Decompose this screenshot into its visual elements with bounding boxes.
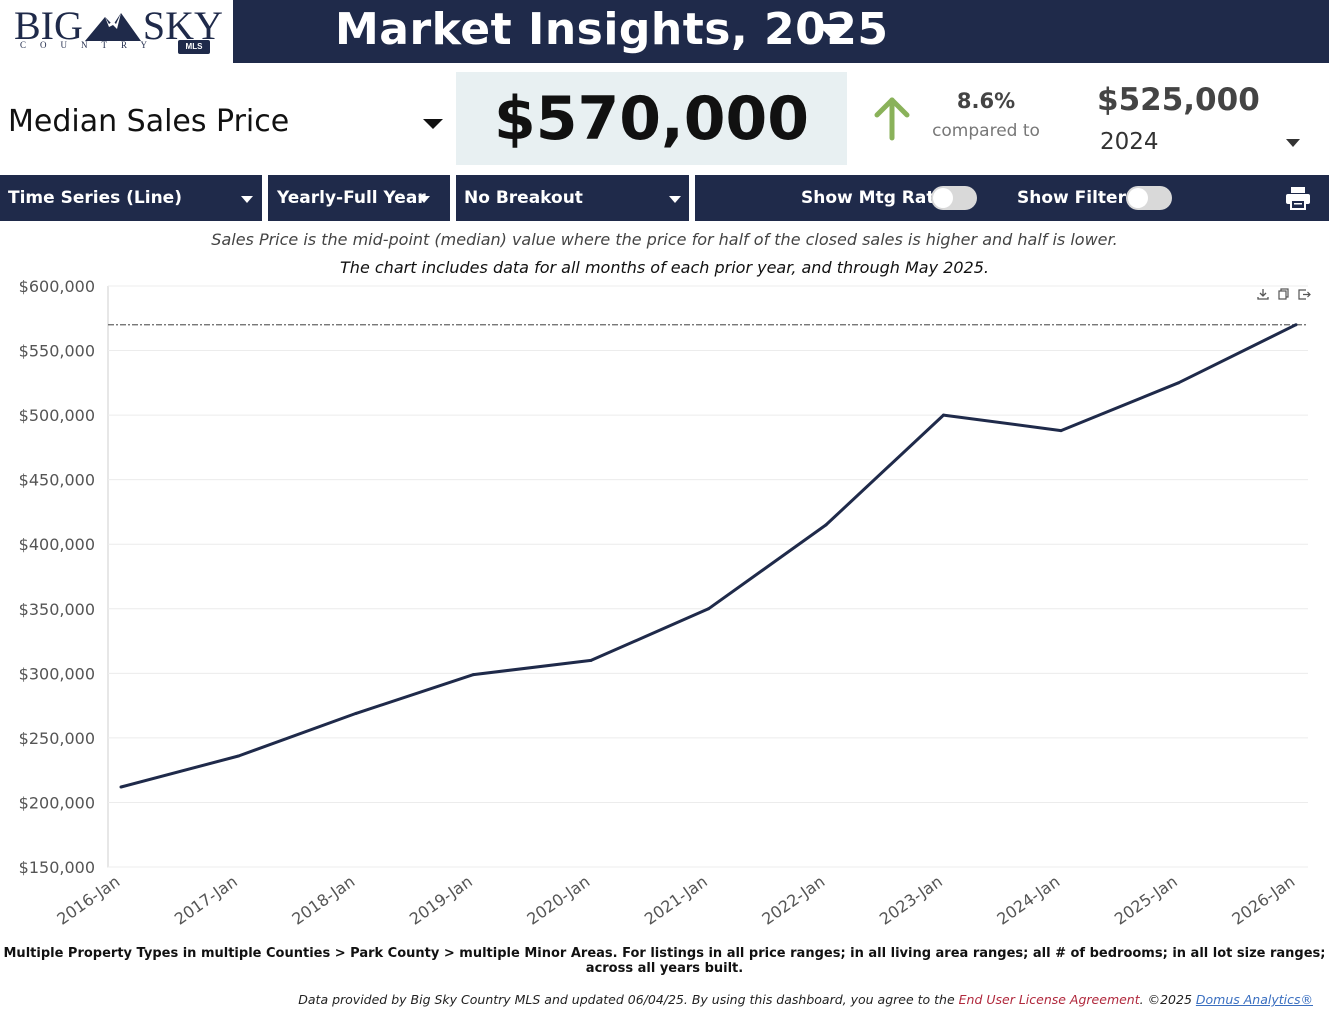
y-tick-label: $550,000	[19, 342, 95, 361]
data-point[interactable]	[1177, 381, 1180, 385]
footer: Data provided by Big Sky Country MLS and…	[298, 992, 1313, 1007]
printer-icon[interactable]	[1285, 186, 1311, 210]
chart-type-dropdown[interactable]: Time Series (Line)	[8, 188, 182, 208]
plot-axes	[107, 286, 1308, 868]
y-tick-label: $400,000	[19, 535, 95, 554]
compared-to-label: compared to	[932, 121, 1040, 141]
title-dropdown-caret-icon[interactable]	[817, 24, 847, 39]
chart-note-definition: Sales Price is the mid-point (median) va…	[211, 230, 1118, 249]
metric-value: $570,000	[493, 84, 810, 154]
logo-badge: MLS	[178, 40, 210, 54]
data-point[interactable]	[237, 754, 240, 758]
x-tick-label: 2025-Jan	[1111, 872, 1181, 929]
domus-link[interactable]: Domus Analytics®	[1195, 992, 1313, 1007]
breakout-dropdown[interactable]: No Breakout	[464, 188, 583, 208]
data-point[interactable]	[589, 658, 593, 662]
logo-wordmark: BIG SKY	[14, 3, 223, 48]
chart-note-coverage: The chart includes data for all months o…	[340, 258, 989, 277]
line-chart: $150,000 $200,000 $250,000 $300,000 $350,000…	[19, 277, 1311, 929]
metric-dropdown-caret-icon[interactable]	[423, 119, 443, 129]
logo-subtitle: COUNTRY	[20, 40, 162, 50]
export-icon[interactable]	[1298, 289, 1311, 300]
breakout-caret-icon[interactable]	[669, 196, 681, 203]
toolbar-divider	[262, 175, 268, 221]
period-caret-icon[interactable]	[418, 196, 430, 203]
data-point[interactable]	[354, 711, 358, 715]
chart-type-caret-icon[interactable]	[241, 196, 253, 203]
copy-icon[interactable]	[1278, 288, 1289, 300]
mtg-rate-label: Show Mtg Rate:	[801, 188, 953, 208]
metric-selector[interactable]: Median Sales Price	[8, 104, 290, 139]
download-icon[interactable]	[1257, 289, 1269, 300]
toolbar: Time Series (Line) Yearly-Full Year No B…	[0, 175, 1329, 221]
y-tick-label: $250,000	[19, 729, 95, 748]
x-tick-label: 2024-Jan	[993, 872, 1063, 929]
x-tick-label: 2020-Jan	[523, 872, 593, 929]
eula-link[interactable]: End User License Agreement	[958, 992, 1140, 1007]
x-tick-label: 2016-Jan	[53, 872, 123, 929]
y-tick-label: $500,000	[19, 406, 95, 425]
x-tick-label: 2018-Jan	[288, 872, 358, 929]
metric-value-card: $570,000	[456, 72, 847, 165]
x-tick-label: 2023-Jan	[876, 872, 946, 929]
logo: BIG SKY COUNTRY MLS	[0, 0, 233, 63]
data-point[interactable]	[1059, 429, 1063, 433]
x-tick-label: 2022-Jan	[758, 872, 828, 929]
change-percent: 8.6%	[956, 89, 1016, 113]
y-tick-label: $300,000	[19, 664, 95, 683]
series-line	[120, 323, 1297, 789]
period-dropdown[interactable]: Yearly-Full Year	[277, 188, 426, 208]
y-tick-label: $350,000	[19, 600, 95, 619]
y-tick-label: $150,000	[19, 858, 95, 877]
filters-toggle[interactable]	[1126, 186, 1172, 210]
filters-label: Show Filters:	[1017, 188, 1143, 208]
footer-copyright: . ©2025	[1139, 992, 1196, 1007]
y-tick-label: $450,000	[19, 471, 95, 490]
data-point[interactable]	[824, 523, 828, 527]
filter-summary: Multiple Property Types in multiple Coun…	[3, 946, 1326, 976]
page-title[interactable]: Market Insights, 2025	[335, 4, 889, 55]
header-bar: Market Insights, 2025	[233, 0, 1329, 63]
x-tick-label: 2021-Jan	[641, 872, 711, 929]
y-tick-label: $600,000	[19, 277, 95, 296]
x-tick-label: 2019-Jan	[406, 872, 476, 929]
compare-value: $525,000	[1097, 82, 1260, 118]
y-tick-label: $200,000	[19, 793, 95, 812]
toolbar-divider	[450, 175, 456, 221]
x-tick-label: 2017-Jan	[171, 872, 241, 929]
compare-year-caret-icon[interactable]	[1286, 139, 1300, 147]
mtg-rate-toggle[interactable]	[931, 186, 977, 210]
footer-text: Data provided by Big Sky Country MLS and…	[298, 992, 959, 1007]
up-arrow-icon	[874, 97, 910, 141]
data-point[interactable]	[119, 785, 123, 789]
x-tick-label: 2026-Jan	[1228, 872, 1298, 929]
data-point[interactable]	[707, 607, 710, 611]
data-point[interactable]	[942, 413, 945, 417]
data-point[interactable]	[472, 673, 475, 677]
data-point[interactable]	[1294, 323, 1298, 327]
toolbar-divider	[689, 175, 695, 221]
compare-year-selector[interactable]: 2024	[1100, 129, 1159, 155]
